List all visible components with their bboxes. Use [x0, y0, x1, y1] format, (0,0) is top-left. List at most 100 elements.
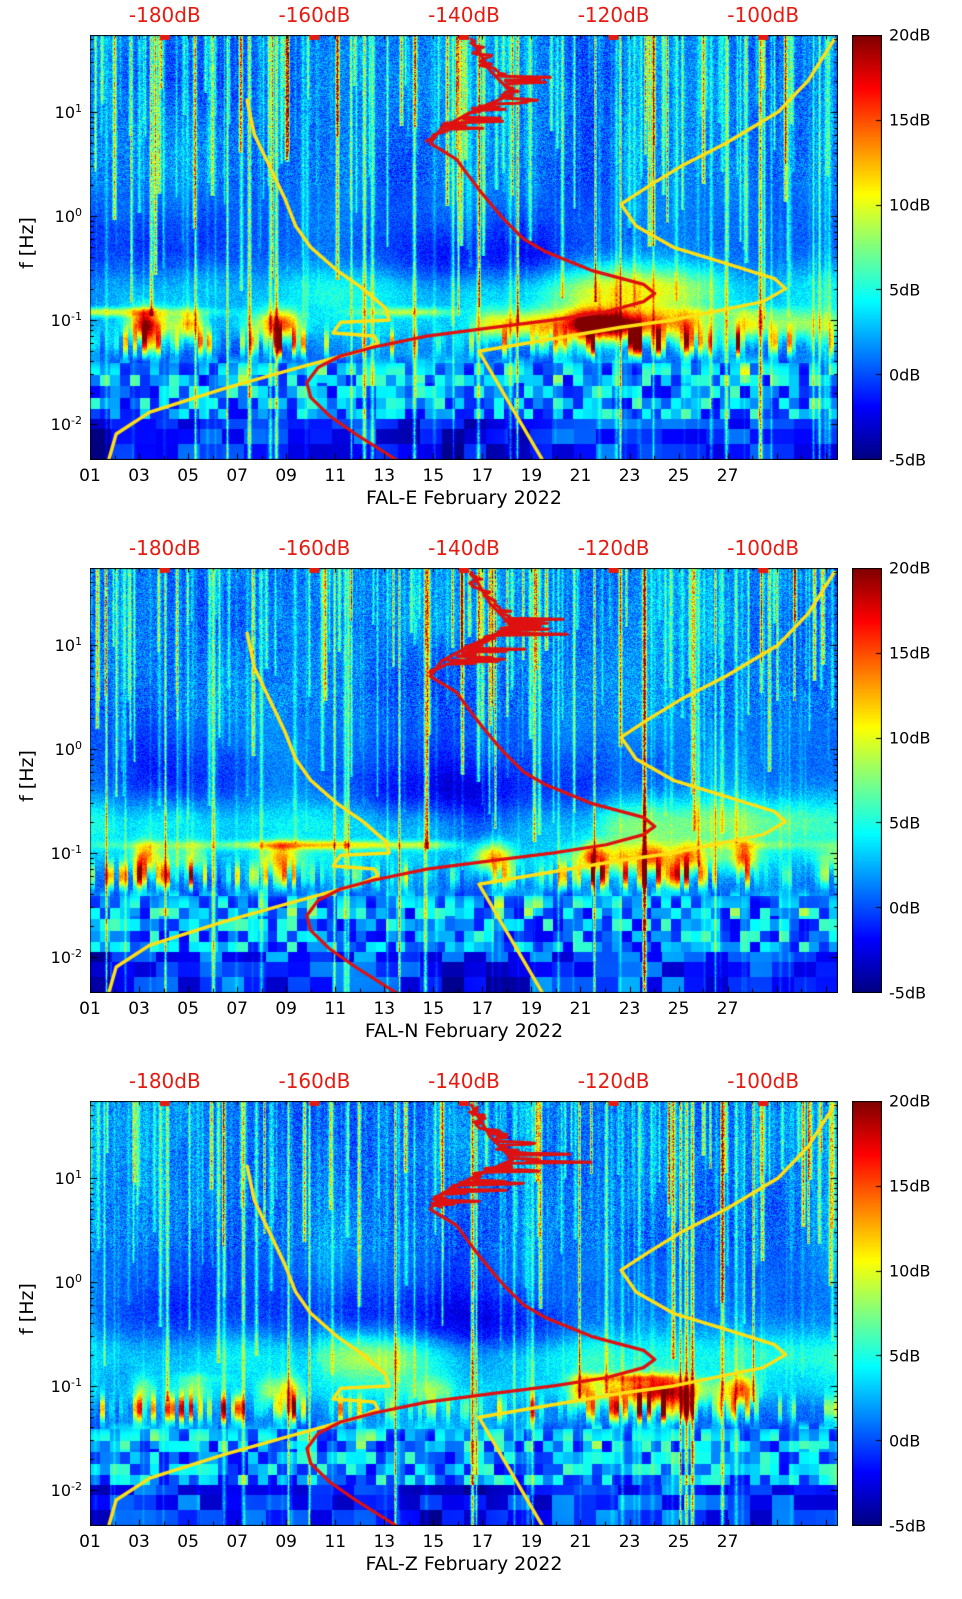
x-tick-label: 19 [520, 466, 543, 486]
spectrogram-canvas [90, 1101, 838, 1526]
x-tick-label: 17 [471, 999, 494, 1019]
x-tick-label: 09 [275, 999, 298, 1019]
spectrogram-canvas [90, 35, 838, 460]
x-tick-label: 25 [667, 999, 690, 1019]
colorbar-tick-label: 15dB [889, 1176, 931, 1196]
x-tick-label: 23 [618, 466, 641, 486]
x-tick-label: 05 [177, 999, 199, 1019]
top-axis-tick-label: -120dB [577, 1069, 650, 1093]
colorbar-tick-label: 15dB [889, 643, 931, 663]
y-axis-label: f [Hz] [16, 1283, 38, 1335]
y-tick-label: 10-1 [50, 842, 82, 864]
x-tick-label: 25 [667, 1532, 690, 1552]
x-axis-title: FAL-N February 2022 [364, 1020, 564, 1042]
top-axis-tick-label: -160dB [278, 1069, 351, 1093]
x-tick-label: 03 [128, 466, 150, 486]
colorbar [852, 568, 882, 993]
y-axis-label: f [Hz] [16, 750, 38, 802]
y-tick-label: 10-2 [50, 946, 82, 968]
colorbar-tick-label: 0dB [889, 1431, 921, 1451]
top-axis-tick-label: -120dB [577, 536, 650, 560]
colorbar-tick-label: 0dB [889, 898, 921, 918]
x-axis-title: FAL-Z February 2022 [365, 1553, 563, 1575]
top-axis-tick-label: -100dB [727, 3, 800, 27]
top-axis-tick-label: -120dB [577, 3, 650, 27]
spectrogram-panel-fal-n: f [Hz] FAL-N February 2022 -180dB -160dB -… [0, 533, 962, 1066]
colorbar-tick-label: -5dB [889, 1516, 927, 1536]
x-tick-label: 13 [373, 466, 396, 486]
x-tick-label: 19 [520, 1532, 543, 1552]
x-tick-label: 17 [471, 466, 494, 486]
top-axis-tick-label: -140dB [428, 536, 500, 560]
y-tick-label: 101 [54, 101, 82, 123]
x-tick-label: 19 [520, 999, 543, 1019]
x-tick-label: 15 [422, 1532, 445, 1552]
colorbar-tick-label: 20dB [889, 25, 931, 45]
y-tick-label: 100 [54, 205, 82, 227]
x-tick-label: 17 [471, 1532, 494, 1552]
top-axis-tick-label: -180dB [128, 536, 201, 560]
spectrogram-panel-fal-z: f [Hz] FAL-Z February 2022 -180dB -160dB -… [0, 1066, 962, 1599]
colorbar-tick-label: 10dB [889, 1261, 931, 1281]
spectrogram-canvas [90, 568, 838, 993]
x-tick-label: 11 [324, 1532, 347, 1552]
colorbar [852, 35, 882, 460]
x-tick-label: 21 [569, 466, 592, 486]
top-axis-tick-label: -160dB [278, 536, 351, 560]
x-tick-label: 05 [177, 1532, 199, 1552]
x-tick-label: 15 [422, 466, 445, 486]
y-tick-label: 101 [54, 634, 82, 656]
top-axis-tick-label: -100dB [727, 536, 800, 560]
colorbar-tick-label: 5dB [889, 280, 921, 300]
x-tick-label: 23 [618, 1532, 641, 1552]
y-tick-label: 101 [54, 1167, 82, 1189]
top-axis-tick-label: -140dB [428, 1069, 500, 1093]
x-tick-label: 21 [569, 999, 592, 1019]
y-tick-label: 10-2 [50, 413, 82, 435]
colorbar-tick-label: 0dB [889, 365, 921, 385]
y-axis-label: f [Hz] [16, 217, 38, 269]
y-tick-label: 100 [54, 1271, 82, 1293]
x-tick-label: 01 [79, 466, 101, 486]
x-tick-label: 01 [79, 1532, 101, 1552]
colorbar-tick-label: 5dB [889, 813, 921, 833]
x-tick-label: 13 [373, 1532, 396, 1552]
top-axis-tick-label: -160dB [278, 3, 351, 27]
x-tick-label: 09 [275, 1532, 298, 1552]
x-tick-label: 27 [716, 466, 739, 486]
x-tick-label: 03 [128, 1532, 150, 1552]
colorbar-tick-label: 5dB [889, 1346, 921, 1366]
x-tick-label: 05 [177, 466, 199, 486]
colorbar-tick-label: -5dB [889, 983, 927, 1003]
spectrogram-panel-fal-e: f [Hz] FAL-E February 2022 -180dB -160dB -… [0, 0, 962, 533]
x-tick-label: 21 [569, 1532, 592, 1552]
x-tick-label: 11 [324, 466, 347, 486]
x-tick-label: 11 [324, 999, 347, 1019]
colorbar-tick-label: 10dB [889, 728, 931, 748]
colorbar-tick-label: 15dB [889, 110, 931, 130]
x-tick-label: 25 [667, 466, 690, 486]
x-tick-label: 01 [79, 999, 101, 1019]
top-axis-tick-label: -180dB [128, 1069, 201, 1093]
colorbar-tick-label: 20dB [889, 1091, 931, 1111]
colorbar-tick-label: -5dB [889, 450, 927, 470]
x-tick-label: 07 [226, 466, 248, 486]
x-tick-label: 13 [373, 999, 396, 1019]
x-tick-label: 27 [716, 1532, 739, 1552]
y-tick-label: 100 [54, 738, 82, 760]
colorbar-tick-label: 10dB [889, 195, 931, 215]
x-tick-label: 03 [128, 999, 150, 1019]
colorbar [852, 1101, 882, 1526]
x-axis-title: FAL-E February 2022 [366, 487, 562, 509]
x-tick-label: 09 [275, 466, 298, 486]
colorbar-tick-label: 20dB [889, 558, 931, 578]
y-tick-label: 10-1 [50, 1375, 82, 1397]
top-axis-tick-label: -140dB [428, 3, 500, 27]
x-tick-label: 07 [226, 1532, 248, 1552]
y-tick-label: 10-2 [50, 1479, 82, 1501]
top-axis-tick-label: -180dB [128, 3, 201, 27]
top-axis-tick-label: -100dB [727, 1069, 800, 1093]
y-tick-label: 10-1 [50, 309, 82, 331]
x-tick-label: 27 [716, 999, 739, 1019]
